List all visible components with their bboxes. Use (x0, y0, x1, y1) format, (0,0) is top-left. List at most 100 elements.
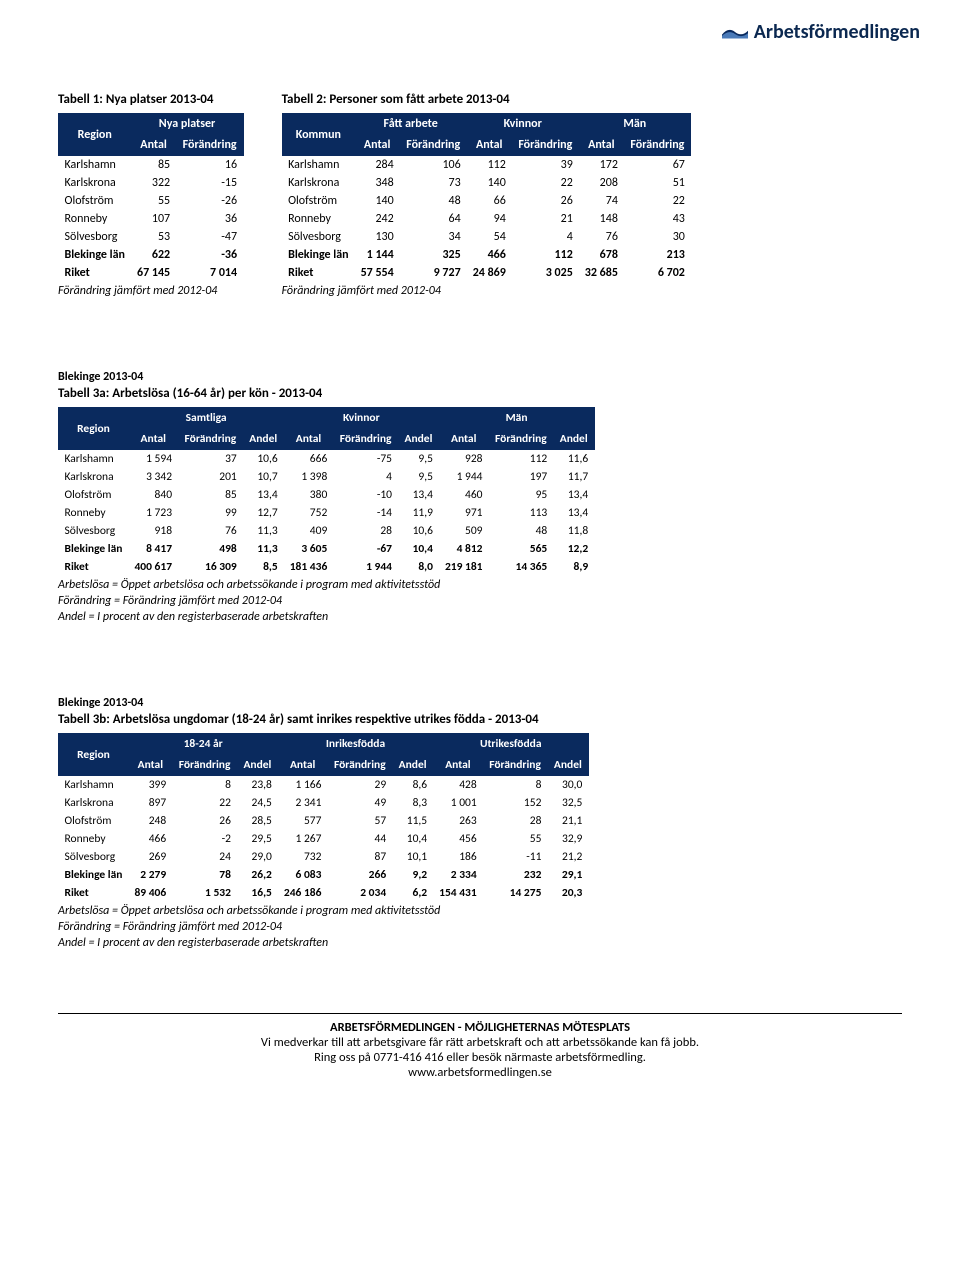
table-cell: 112 (512, 246, 579, 264)
table-cell: 76 (579, 228, 624, 246)
table-cell: 140 (355, 192, 400, 210)
table-cell: 399 (128, 776, 172, 795)
table-cell: Blekinge län (282, 246, 355, 264)
t2-h: Antal (467, 135, 512, 156)
t3a-g2: Kvinnor (284, 408, 439, 429)
table-cell: 840 (128, 486, 178, 504)
table-cell: Riket (282, 264, 355, 282)
table-cell: 29,1 (547, 866, 588, 884)
table3b: Region 18-24 år Inrikesfödda Utrikesfödd… (58, 733, 589, 902)
table-cell: 2 334 (433, 866, 483, 884)
table-cell: 20,3 (547, 884, 588, 902)
table-cell: 1 398 (284, 468, 334, 486)
table-cell: 113 (489, 504, 554, 522)
table-cell: Karlshamn (59, 156, 132, 175)
table-cell: Karlskrona (282, 174, 355, 192)
table-cell: 148 (579, 210, 624, 228)
table-cell: 498 (178, 540, 243, 558)
table-cell: 4 812 (439, 540, 489, 558)
table-cell: Olofström (59, 812, 129, 830)
table-cell: Karlskrona (59, 468, 129, 486)
table-cell: 466 (467, 246, 512, 264)
t1-region-header: Region (59, 114, 132, 156)
table-cell: 8 (483, 776, 548, 795)
table-cell: Ronneby (59, 830, 129, 848)
table-cell: 1 594 (128, 450, 178, 469)
table-cell: 29,0 (237, 848, 278, 866)
table-cell: 152 (483, 794, 548, 812)
table-cell: 7 014 (176, 264, 243, 282)
table-cell: 11,9 (398, 504, 439, 522)
t3b-h: Förändring (327, 755, 392, 776)
table-cell: 466 (128, 830, 172, 848)
table-cell: 2 034 (327, 884, 392, 902)
table-cell: Karlskrona (59, 794, 129, 812)
table-cell: 622 (131, 246, 176, 264)
table-cell: 32,5 (547, 794, 588, 812)
table-cell: 57 (327, 812, 392, 830)
t2-kommun-header: Kommun (282, 114, 355, 156)
table-cell: Sölvesborg (59, 848, 129, 866)
table-cell: 509 (439, 522, 489, 540)
table-cell: 48 (489, 522, 554, 540)
table-cell: 73 (400, 174, 467, 192)
t3b-h: Förändring (172, 755, 237, 776)
table-cell: 10,4 (398, 540, 439, 558)
t3a-h: Andel (398, 429, 439, 450)
table-cell: 107 (131, 210, 176, 228)
table-cell: Riket (59, 558, 129, 576)
table-cell: 242 (355, 210, 400, 228)
t3a-region: Region (59, 408, 129, 450)
table-cell: 74 (579, 192, 624, 210)
table-cell: 24,5 (237, 794, 278, 812)
table-cell: 130 (355, 228, 400, 246)
table-cell: Blekinge län (59, 540, 129, 558)
table3a-note3: Andel = I procent av den registerbaserad… (58, 610, 902, 624)
table-cell: 248 (128, 812, 172, 830)
table-cell: 55 (483, 830, 548, 848)
table-cell: 51 (624, 174, 691, 192)
table-cell: 208 (579, 174, 624, 192)
t2-g3: Män (579, 114, 691, 135)
table-cell: 9,5 (398, 468, 439, 486)
logo-text: Arbetsförmedlingen (754, 20, 920, 44)
table-cell: 26 (512, 192, 579, 210)
table-cell: 197 (489, 468, 554, 486)
table-cell: Sölvesborg (282, 228, 355, 246)
t3a-h: Andel (243, 429, 284, 450)
table-cell: 48 (400, 192, 467, 210)
table-cell: 13,4 (398, 486, 439, 504)
table-cell: 26 (172, 812, 237, 830)
table-cell: Ronneby (59, 504, 129, 522)
table-cell: 10,6 (243, 450, 284, 469)
table-cell: Blekinge län (59, 246, 132, 264)
table-cell: 140 (467, 174, 512, 192)
t3b-h: Antal (433, 755, 483, 776)
footer-line1: ARBETSFÖRMEDLINGEN - MÖJLIGHETERNAS MÖTE… (0, 1020, 960, 1035)
table-cell: 29,5 (237, 830, 278, 848)
table-cell: 172 (579, 156, 624, 175)
table-cell: -47 (176, 228, 243, 246)
table-cell: 266 (327, 866, 392, 884)
table-cell: 44 (327, 830, 392, 848)
table-cell: 99 (178, 504, 243, 522)
table-cell: 30,0 (547, 776, 588, 795)
table-cell: 29 (327, 776, 392, 795)
table-cell: -36 (176, 246, 243, 264)
table-cell: 64 (400, 210, 467, 228)
table-cell: Sölvesborg (59, 228, 132, 246)
table-cell: Blekinge län (59, 866, 129, 884)
t2-g2: Kvinnor (467, 114, 579, 135)
table-cell: 76 (178, 522, 243, 540)
table-cell: 66 (467, 192, 512, 210)
table-cell: 732 (278, 848, 328, 866)
table-cell: 54 (467, 228, 512, 246)
table3b-note1: Arbetslösa = Öppet arbetslösa och arbets… (58, 904, 902, 918)
table-cell: 85 (178, 486, 243, 504)
table-cell: 9 727 (400, 264, 467, 282)
table-cell: 11,7 (553, 468, 594, 486)
t3b-h: Andel (547, 755, 588, 776)
table-cell: 325 (400, 246, 467, 264)
table-cell: 8 (172, 776, 237, 795)
table-cell: 67 (624, 156, 691, 175)
